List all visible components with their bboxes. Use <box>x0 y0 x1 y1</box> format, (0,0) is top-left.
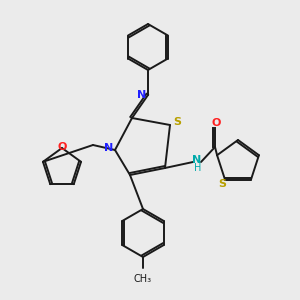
Text: H: H <box>194 163 202 173</box>
Text: O: O <box>211 118 221 128</box>
Text: S: S <box>218 179 226 189</box>
Text: CH₃: CH₃ <box>134 274 152 284</box>
Text: N: N <box>192 155 202 165</box>
Text: N: N <box>104 143 114 153</box>
Text: N: N <box>137 90 147 100</box>
Text: S: S <box>173 117 181 127</box>
Text: O: O <box>57 142 67 152</box>
